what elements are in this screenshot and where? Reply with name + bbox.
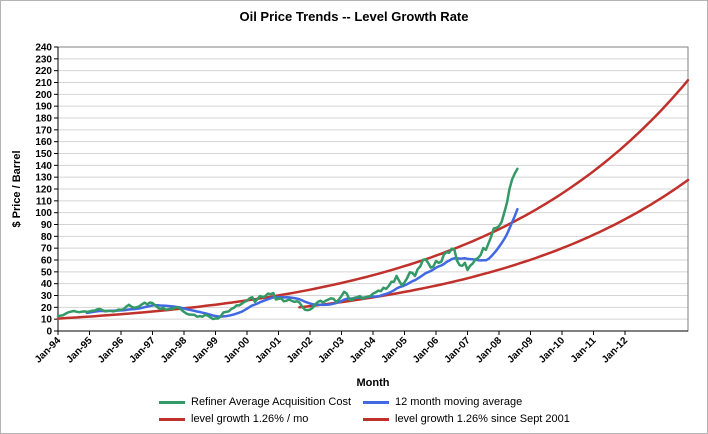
legend-item-refiner-cost: Refiner Average Acquisition Cost (159, 395, 355, 409)
red-line-icon (159, 417, 185, 421)
y-tick-label: 140 (35, 161, 52, 172)
x-tick-label: Jan-05 (379, 335, 409, 365)
x-tick-label: Jan-99 (190, 335, 220, 365)
series-line-3 (298, 178, 690, 309)
x-tick-label: Jan-98 (159, 335, 189, 365)
x-tick-label: Jan-10 (537, 335, 567, 365)
y-tick-label: 10 (41, 315, 53, 326)
legend-item-level-growth-sept2001: level growth 1.26% since Sept 2001 (363, 412, 570, 426)
legend-label-level-growth-sept2001: level growth 1.26% since Sept 2001 (395, 413, 570, 425)
y-tick-label: 80 (41, 232, 53, 243)
y-tick-label: 100 (35, 208, 52, 219)
x-tick-label: Jan-08 (474, 335, 504, 365)
y-tick-label: 120 (35, 185, 52, 196)
y-tick-label: 60 (41, 256, 53, 267)
green-line-icon (159, 400, 185, 404)
x-tick-label: Jan-04 (348, 335, 378, 365)
x-tick-label: Jan-06 (411, 335, 441, 365)
y-tick-label: 150 (35, 149, 52, 160)
y-tick-label: 210 (35, 78, 52, 89)
chart-title: Oil Price Trends -- Level Growth Rate (239, 9, 469, 24)
y-tick-label: 160 (35, 137, 52, 148)
y-tick-label: 190 (35, 102, 52, 113)
y-tick-label: 170 (35, 125, 52, 136)
y-tick-label: 90 (41, 220, 53, 231)
y-tick-label: 180 (35, 114, 52, 125)
y-tick-label: 30 (41, 291, 53, 302)
x-tick-label: Jan-02 (285, 335, 315, 365)
y-tick-label: 200 (35, 90, 52, 101)
red-line-icon (363, 417, 389, 421)
x-tick-label: Jan-01 (253, 335, 283, 365)
y-tick-label: 70 (41, 244, 53, 255)
y-tick-label: 130 (35, 173, 52, 184)
x-tick-label: Jan-09 (505, 335, 535, 365)
legend-label-refiner-cost: Refiner Average Acquisition Cost (191, 396, 351, 408)
y-tick-label: 20 (41, 303, 53, 314)
x-tick-label: Jan-96 (96, 335, 126, 365)
x-tick-label: Jan-03 (316, 335, 346, 365)
legend: Refiner Average Acquisition Cost 12 mont… (159, 395, 570, 426)
legend-item-level-growth: level growth 1.26% / mo (159, 412, 355, 426)
blue-line-icon (363, 400, 389, 404)
x-tick-label: Jan-12 (600, 335, 630, 365)
x-tick-label: Jan-11 (569, 335, 599, 365)
y-tick-label: 220 (35, 66, 52, 77)
series-line-1 (85, 207, 519, 318)
x-tick-label: Jan-00 (222, 335, 252, 365)
y-tick-label: 230 (35, 54, 52, 65)
plot-area: 0102030405060708090100110120130140150160… (33, 43, 690, 366)
series-line-2 (56, 78, 690, 320)
y-tick-label: 50 (41, 267, 53, 278)
x-tick-label: Jan-97 (127, 335, 157, 365)
x-axis-title: Month (356, 377, 390, 389)
y-tick-label: 110 (36, 196, 53, 207)
legend-label-moving-average: 12 month moving average (395, 396, 523, 408)
x-tick-label: Jan-95 (64, 335, 94, 365)
legend-label-level-growth: level growth 1.26% / mo (191, 413, 309, 425)
x-tick-label: Jan-94 (33, 335, 63, 365)
legend-item-moving-average: 12 month moving average (363, 395, 570, 409)
series-line-0 (56, 167, 519, 321)
x-tick-label: Jan-07 (442, 335, 472, 365)
y-tick-label: 40 (41, 279, 53, 290)
y-tick-label: 0 (46, 327, 52, 338)
y-tick-label: 240 (35, 43, 52, 54)
